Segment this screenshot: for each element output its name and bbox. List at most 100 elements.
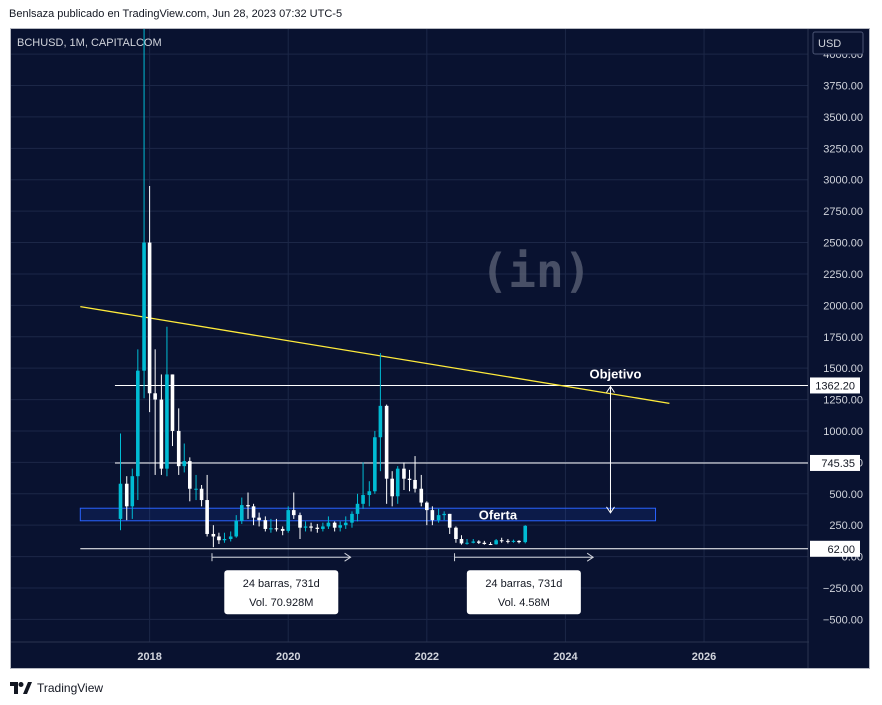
- candle-body: [419, 488, 424, 503]
- level-price-tag: [810, 377, 860, 394]
- range-measure-bars-text: 24 barras, 731d: [243, 578, 320, 590]
- candle-body: [159, 399, 164, 469]
- candle-body: [170, 374, 175, 431]
- candle-body: [217, 536, 221, 541]
- candle-body: [136, 370, 140, 477]
- range-measure-arrow: [586, 552, 595, 562]
- candle-body: [182, 461, 187, 467]
- candle-body: [488, 544, 493, 546]
- candle-body: [367, 491, 372, 496]
- range-measure-volume-text: Vol. 4.58M: [498, 597, 550, 609]
- supply-zone-label: Oferta: [479, 508, 518, 523]
- candle-body: [165, 374, 169, 469]
- candle-body: [142, 242, 146, 371]
- publish-info: Benlsaza publicado en TradingView.com, J…: [9, 8, 343, 20]
- candle-body: [118, 483, 123, 519]
- candle-body: [384, 405, 389, 479]
- candle-body: [523, 525, 528, 543]
- candle-body: [454, 527, 458, 539]
- candle-body: [378, 405, 383, 438]
- y-tick-label: 2250.00: [823, 269, 863, 281]
- level-price-tag: [810, 540, 860, 557]
- x-tick-label: 2024: [553, 651, 578, 663]
- candle-body: [436, 515, 441, 521]
- tradingview-footer: TradingView: [10, 681, 103, 695]
- candle-body: [130, 476, 135, 507]
- candle-body: [124, 483, 129, 507]
- candle-body: [482, 542, 487, 545]
- y-tick-label: 1000.00: [823, 426, 863, 438]
- currency-button-label: USD: [818, 38, 841, 50]
- candle-body: [517, 540, 521, 543]
- candle-body: [251, 506, 256, 518]
- candle-body: [222, 538, 227, 541]
- candle-body: [350, 513, 354, 523]
- x-tick-label: 2026: [692, 651, 716, 663]
- candle-body: [442, 513, 446, 516]
- candle-body: [477, 541, 481, 543]
- y-tick-label: 1250.00: [823, 395, 863, 407]
- candle-body: [506, 540, 510, 542]
- candle-body: [459, 538, 464, 544]
- candle-body: [494, 540, 498, 545]
- candle-body: [326, 522, 331, 527]
- candle-body: [205, 500, 209, 534]
- price-axis-background: [809, 29, 869, 668]
- candle-body: [239, 505, 244, 521]
- trendline[interactable]: [80, 305, 670, 404]
- candle-body: [413, 479, 417, 489]
- y-tick-label: 3000.00: [823, 175, 863, 187]
- candle-body: [234, 520, 239, 537]
- y-tick-label: 500.00: [829, 489, 863, 501]
- supply-zone[interactable]: [79, 507, 657, 522]
- candle-body: [343, 522, 348, 526]
- candle-body: [257, 517, 261, 521]
- candle-body: [199, 488, 204, 501]
- candle-body: [338, 525, 342, 528]
- y-tick-label: −500.00: [823, 614, 863, 626]
- x-tick-label: 2022: [415, 651, 439, 663]
- candle-body: [471, 541, 476, 543]
- candle-body: [321, 526, 325, 529]
- candle-body: [188, 461, 192, 489]
- range-measure-arrow: [344, 552, 352, 562]
- candle-body: [447, 513, 452, 528]
- candle-body: [303, 526, 308, 528]
- candle-body: [361, 495, 365, 504]
- candle-body: [355, 503, 360, 514]
- candle-body: [263, 520, 268, 529]
- candle-body: [390, 478, 394, 497]
- y-tick-label: 250.00: [829, 520, 863, 532]
- chart-frame[interactable]: (in) Oferta Objetivo 24 barras, 731d Vol. 70…: [10, 28, 870, 669]
- target-arrow-head-down: [606, 506, 615, 514]
- range-measure-box: [224, 570, 339, 615]
- candle-body: [153, 393, 157, 400]
- target-label: Objetivo: [589, 366, 641, 381]
- candle-body: [407, 478, 412, 480]
- candle-body: [147, 242, 152, 394]
- candle-body: [499, 540, 504, 542]
- candle-body: [194, 488, 198, 490]
- target-arrow-head-up: [606, 385, 615, 393]
- candle-body: [211, 533, 216, 537]
- tradingview-logo-icon: [10, 682, 32, 694]
- range-measure-volume-text: Vol. 70.928M: [249, 597, 313, 609]
- candle-body: [274, 528, 279, 530]
- candle-body: [286, 510, 291, 531]
- y-tick-label: 1500.00: [823, 363, 863, 375]
- candle-body: [269, 528, 273, 530]
- y-tick-label: 1750.00: [823, 332, 863, 344]
- chart-background: [11, 29, 869, 668]
- y-tick-label: 3250.00: [823, 143, 863, 155]
- level-price-tag: [810, 454, 860, 471]
- candle-body: [246, 505, 250, 507]
- candle-body: [425, 502, 429, 511]
- candle-body: [291, 510, 296, 516]
- level-price-tag-label: 745.35: [821, 458, 855, 470]
- y-tick-label: −250.00: [823, 583, 863, 595]
- range-measure-bars-text: 24 barras, 731d: [485, 578, 562, 590]
- candle-body: [176, 430, 181, 467]
- watermark-logo: (in): [481, 244, 592, 298]
- currency-button[interactable]: [812, 31, 864, 55]
- price-chart[interactable]: (in) Oferta Objetivo 24 barras, 731d Vol. 70…: [11, 29, 869, 668]
